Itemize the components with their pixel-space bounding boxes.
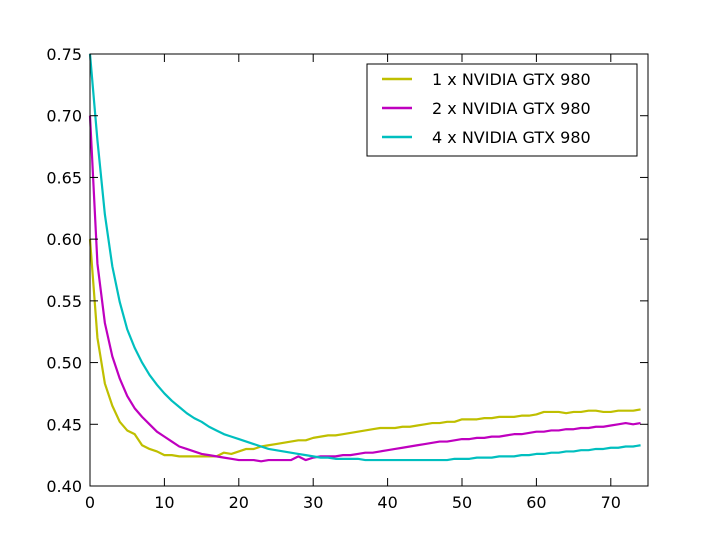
plot-frame — [89, 53, 649, 487]
series-line-1 — [88, 239, 641, 458]
legend-label-1: 1 x NVIDIA GTX 980 — [432, 70, 591, 89]
legend: 1 x NVIDIA GTX 980 2 x NVIDIA GTX 980 4 x … — [366, 63, 638, 157]
y-tick-label: 0.40 — [46, 477, 82, 496]
x-tick-label: 10 — [154, 493, 174, 512]
y-tick-label: 0.50 — [46, 354, 82, 373]
x-tick-label: 20 — [229, 493, 249, 512]
series-line-3 — [88, 53, 641, 462]
y-tick-label: 0.65 — [46, 168, 82, 187]
y-tick-label: 0.75 — [46, 45, 82, 64]
y-tick-label: 0.70 — [46, 107, 82, 126]
y-tick-label: 0.45 — [46, 415, 82, 434]
plot-area-border — [89, 53, 649, 487]
x-tick-label: 60 — [526, 493, 546, 512]
legend-label-2: 2 x NVIDIA GTX 980 — [432, 99, 591, 118]
x-tick-label: 30 — [303, 493, 323, 512]
x-tick-label: 0 — [85, 493, 95, 512]
y-tick-label: 0.55 — [46, 292, 82, 311]
legend-label-3: 4 x NVIDIA GTX 980 — [432, 128, 591, 147]
y-tick-label: 0.60 — [46, 230, 82, 249]
x-tick-label: 70 — [601, 493, 621, 512]
series-line-2 — [88, 115, 641, 463]
series-layer — [88, 53, 641, 463]
x-tick-label: 50 — [452, 493, 472, 512]
y-axis: 0.40 0.45 0.50 0.55 0.60 0.65 0.70 0.75 — [46, 45, 648, 496]
x-tick-label: 40 — [377, 493, 397, 512]
x-axis: 0 10 20 30 40 50 60 70 — [85, 54, 621, 512]
